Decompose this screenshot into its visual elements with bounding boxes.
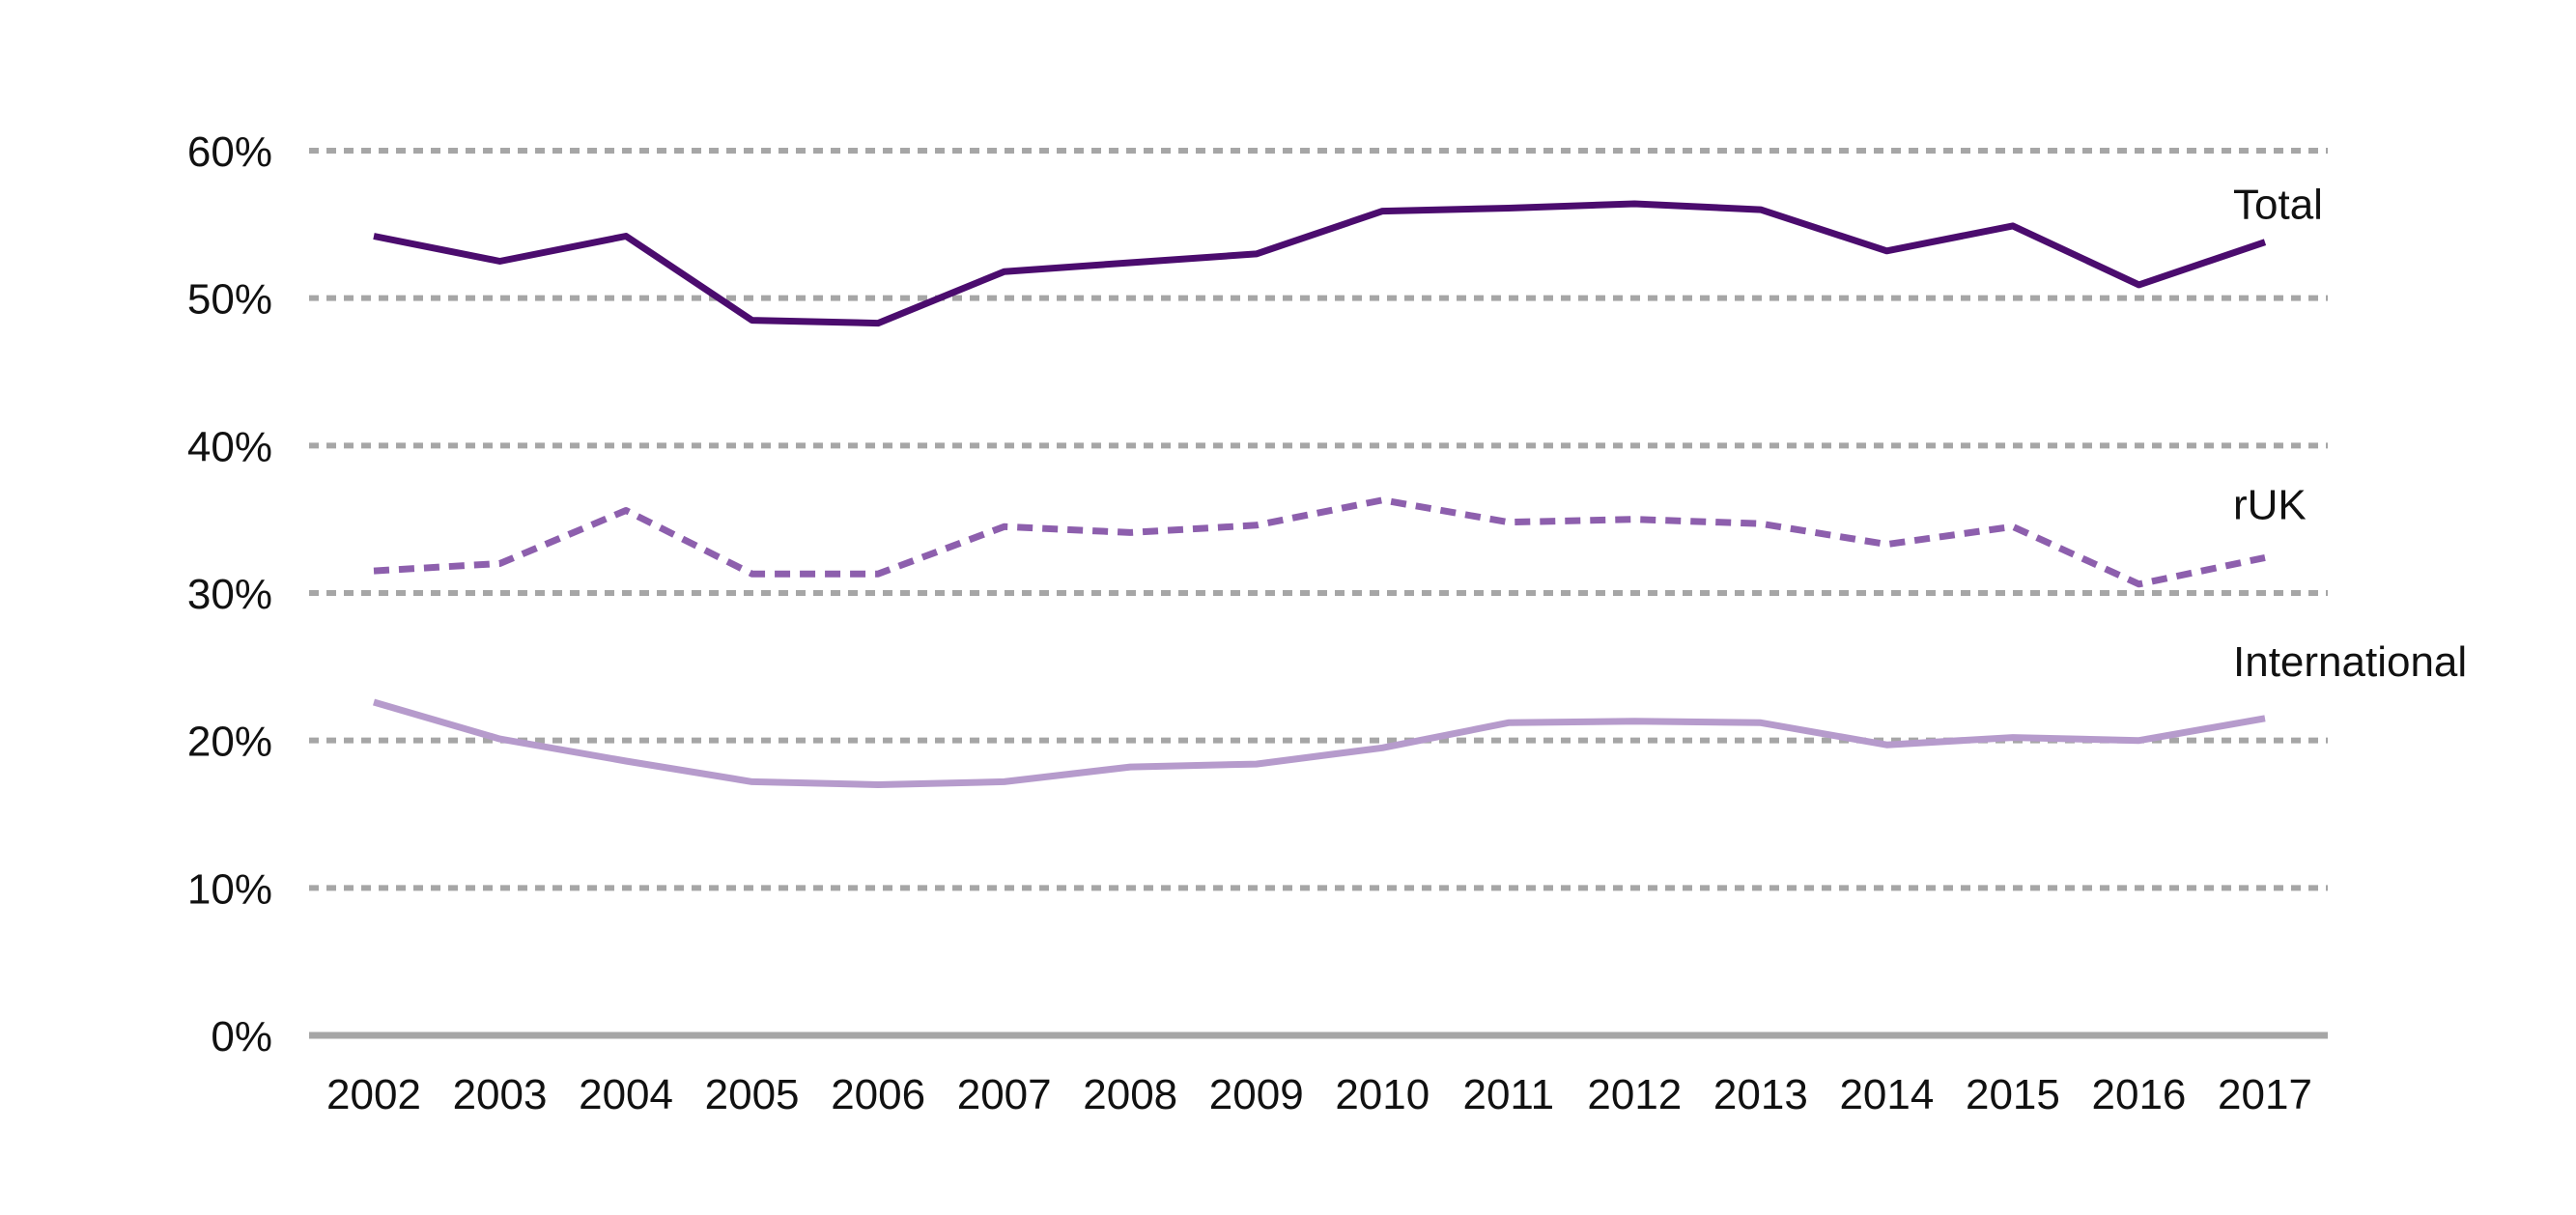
series-label-international: International bbox=[2233, 638, 2467, 686]
x-tick-label-2008: 2008 bbox=[1083, 1071, 1177, 1118]
x-tick-label-2007: 2007 bbox=[957, 1071, 1052, 1118]
series-label-ruk: rUK bbox=[2233, 481, 2307, 528]
x-tick-label-2012: 2012 bbox=[1587, 1071, 1682, 1118]
series-line-total bbox=[373, 200, 2267, 327]
x-tick-label-2009: 2009 bbox=[1209, 1071, 1304, 1118]
x-tick-label-2005: 2005 bbox=[705, 1071, 800, 1118]
series-lines bbox=[373, 200, 2267, 788]
y-tick-label-20: 20% bbox=[187, 719, 272, 766]
x-tick-label-2004: 2004 bbox=[579, 1071, 673, 1118]
x-tick-label-2003: 2003 bbox=[453, 1071, 548, 1118]
x-tick-label-2016: 2016 bbox=[2092, 1071, 2187, 1118]
x-axis-tick-labels: 2002 2003 2004 2005 2006 2007 2008 2009 2010 2011… bbox=[326, 1071, 2312, 1118]
x-tick-label-2010: 2010 bbox=[1335, 1071, 1430, 1118]
series-labels: Total rUK International bbox=[2233, 182, 2467, 686]
y-tick-label-50: 50% bbox=[187, 276, 272, 324]
x-tick-label-2014: 2014 bbox=[1839, 1071, 1934, 1118]
x-tick-label-2011: 2011 bbox=[1462, 1071, 1554, 1118]
x-tick-label-2017: 2017 bbox=[2218, 1071, 2312, 1118]
x-tick-label-2006: 2006 bbox=[831, 1071, 925, 1118]
series-line-international bbox=[373, 698, 2266, 788]
series-line-ruk bbox=[373, 496, 2266, 588]
y-tick-label-0: 0% bbox=[211, 1013, 272, 1060]
series-label-total: Total bbox=[2233, 182, 2323, 229]
x-tick-label-2013: 2013 bbox=[1713, 1071, 1808, 1118]
y-tick-label-10: 10% bbox=[187, 865, 272, 913]
y-tick-label-60: 60% bbox=[187, 128, 272, 176]
x-tick-label-2002: 2002 bbox=[326, 1071, 421, 1118]
y-tick-label-30: 30% bbox=[187, 571, 272, 618]
x-tick-label-2015: 2015 bbox=[1966, 1071, 2060, 1118]
y-axis-tick-labels: 0% 10% 20% 30% 40% 50% 60% bbox=[187, 128, 272, 1060]
gridlines bbox=[309, 148, 2328, 891]
y-tick-label-40: 40% bbox=[187, 423, 272, 470]
